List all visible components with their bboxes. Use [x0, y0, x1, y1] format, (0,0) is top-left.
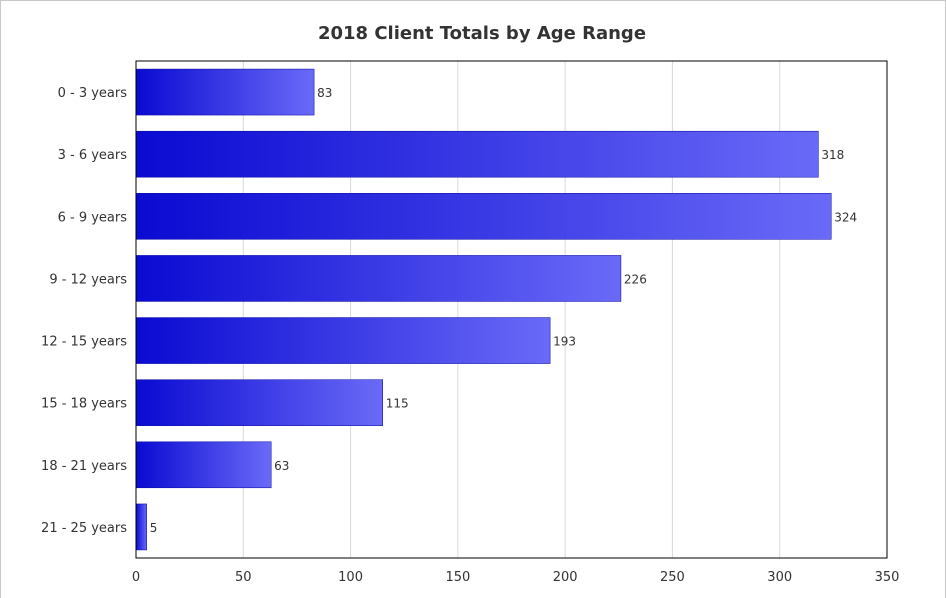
x-tick-label: 150: [445, 570, 470, 585]
category-label: 12 - 15 years: [41, 335, 127, 350]
data-label: 115: [386, 397, 409, 411]
bar: [135, 317, 551, 364]
bar: [135, 379, 384, 426]
category-label: 18 - 21 years: [41, 459, 127, 474]
data-label: 5: [150, 521, 158, 535]
category-label: 15 - 18 years: [41, 397, 127, 412]
category-label: 9 - 12 years: [49, 272, 127, 287]
category-label: 0 - 3 years: [58, 86, 128, 101]
data-label: 193: [553, 335, 576, 349]
plot-frame: [135, 60, 888, 559]
category-label: 3 - 6 years: [58, 148, 128, 163]
bar: [135, 193, 832, 240]
data-label: 83: [317, 86, 332, 100]
data-label: 324: [834, 210, 857, 224]
x-tick-label: 0: [132, 570, 140, 585]
x-tick-label: 200: [553, 570, 578, 585]
x-tick-label: 100: [338, 570, 363, 585]
bar: [135, 441, 272, 489]
data-label: 318: [821, 148, 844, 162]
x-tick-label: 250: [660, 570, 685, 585]
data-label: 226: [624, 272, 647, 286]
category-label: 6 - 9 years: [58, 210, 128, 225]
bar: [135, 255, 622, 302]
bar: [135, 130, 819, 178]
bar: [135, 68, 315, 116]
x-tick-label: 300: [767, 570, 792, 585]
chart-title: 2018 Client Totals by Age Range: [318, 23, 646, 44]
bars: [135, 68, 832, 551]
data-label: 63: [274, 459, 289, 473]
x-tick-label: 350: [875, 570, 900, 585]
bar: [135, 503, 147, 551]
data-labels: 83 318 324 226 193 115 63 5: [150, 86, 857, 535]
x-tick-label: 50: [235, 570, 252, 585]
category-labels: 0 - 3 years 3 - 6 years 6 - 9 years 9 - 12 …: [41, 86, 127, 536]
x-axis-tick-labels: 0 50 100 150 200 250 300 350: [132, 570, 900, 585]
category-label: 21 - 25 years: [41, 521, 127, 536]
